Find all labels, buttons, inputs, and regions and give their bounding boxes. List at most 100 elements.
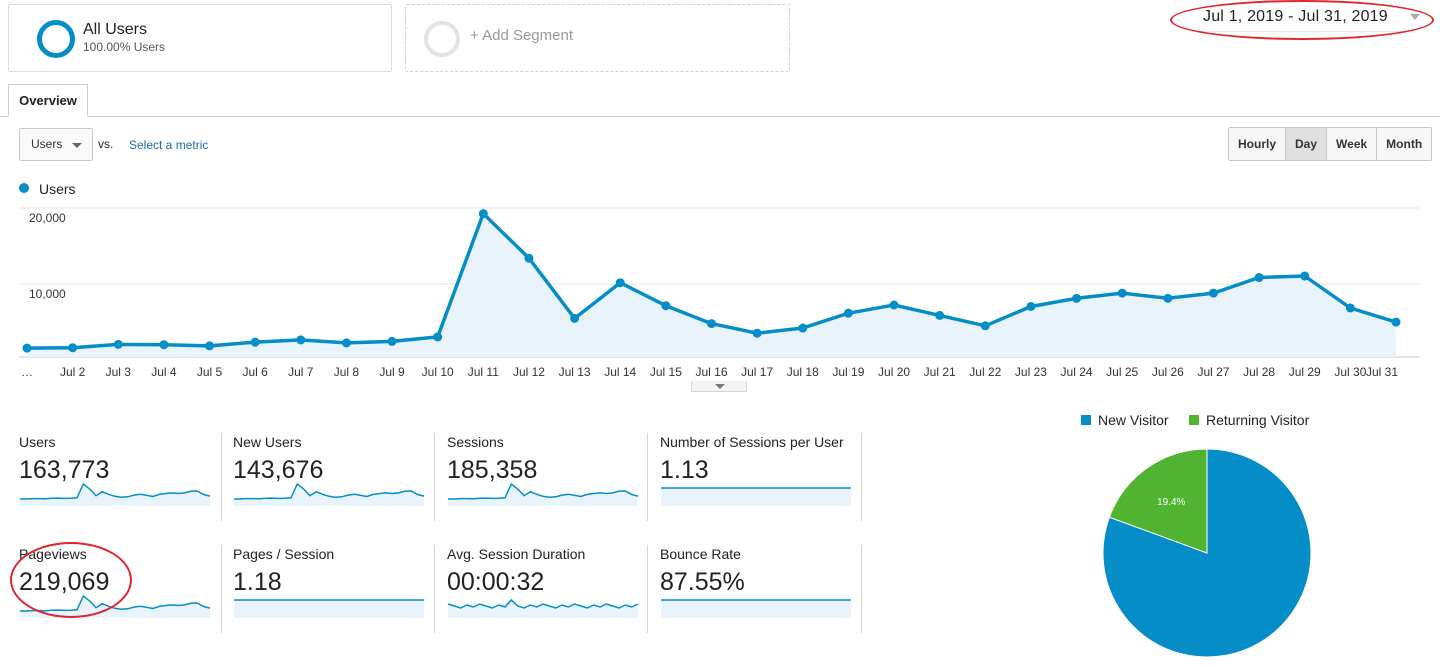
- scorecard-sparkline: [661, 487, 851, 506]
- add-segment-ring-icon: [424, 21, 460, 57]
- data-point: [935, 310, 945, 320]
- metric-dropdown-value: Users: [31, 137, 63, 151]
- scorecard-label: Bounce Rate: [660, 546, 741, 562]
- legend-label-new-visitor: New Visitor: [1098, 412, 1169, 428]
- x-tick-label: Jul 8: [334, 365, 360, 379]
- scorecard-value: 219,069: [19, 568, 110, 596]
- data-point: [707, 319, 716, 329]
- data-point: [113, 339, 123, 349]
- scorecard-sparkline: [234, 482, 425, 506]
- data-point: [1254, 273, 1264, 283]
- scorecard-pageviews[interactable]: Pageviews 219,069: [19, 546, 229, 626]
- x-tick-label: Jul 25: [1106, 365, 1138, 379]
- x-tick-label: Jul 22: [969, 365, 1001, 379]
- scorecard-number-of-sessions-per-user[interactable]: Number of Sessions per User 1.13: [660, 434, 870, 514]
- legend-label-users: Users: [39, 181, 76, 197]
- x-tick-label: Jul 15: [650, 365, 682, 379]
- x-tick-label: Jul 28: [1243, 365, 1275, 379]
- scorecard-sparkline: [234, 599, 424, 618]
- granularity-month-button[interactable]: Month: [1377, 128, 1432, 160]
- scorecard-divider: [434, 433, 435, 521]
- data-point: [1117, 288, 1127, 298]
- x-tick-label: Jul 20: [878, 365, 910, 379]
- segment-all-users[interactable]: All Users 100.00% Users: [8, 4, 392, 72]
- select-metric-link[interactable]: Select a metric: [129, 138, 209, 152]
- visitor-pie-chart: 80.6% 19.4%: [1102, 448, 1312, 658]
- add-segment-label: + Add Segment: [470, 27, 573, 44]
- collapse-arrow-icon: [715, 384, 725, 389]
- pie-slice: [1108, 448, 1208, 554]
- scorecard-sessions[interactable]: Sessions 185,358: [447, 434, 657, 514]
- scorecard-label: New Users: [233, 434, 302, 450]
- pie-slice-label: 80.6%: [1261, 640, 1289, 651]
- add-segment-button[interactable]: + Add Segment: [405, 4, 790, 72]
- data-point: [205, 341, 215, 351]
- x-tick-label: Jul 17: [741, 365, 773, 379]
- tab-overview[interactable]: Overview: [8, 84, 88, 117]
- x-tick-label: Jul 23: [1015, 365, 1047, 379]
- sparkline-line: [20, 482, 211, 500]
- sparkline-area: [661, 488, 851, 506]
- chart-collapse-handle[interactable]: [691, 381, 747, 392]
- legend-dot-icon: [19, 183, 29, 193]
- scorecard-value: 00:00:32: [447, 568, 545, 596]
- data-point: [1391, 317, 1401, 327]
- pie-slice-label: 19.4%: [1157, 497, 1185, 508]
- scorecard-users[interactable]: Users 163,773: [19, 434, 229, 514]
- scorecard-divider: [647, 433, 648, 521]
- scorecard-value: 163,773: [19, 456, 110, 484]
- x-tick-label: Jul 13: [559, 365, 591, 379]
- x-tick-label: Jul 7: [288, 365, 314, 379]
- scorecard-label: Sessions: [447, 434, 504, 450]
- data-point: [752, 328, 762, 338]
- legend-swatch-new-visitor: [1081, 415, 1091, 425]
- data-point: [478, 209, 488, 219]
- data-point: [341, 338, 351, 348]
- data-point: [250, 337, 260, 347]
- chevron-down-icon[interactable]: [1410, 14, 1420, 20]
- y-tick-label: 20,000: [29, 211, 66, 225]
- data-point: [980, 321, 990, 331]
- granularity-hourly-button[interactable]: Hourly: [1229, 128, 1287, 160]
- data-point: [524, 253, 534, 263]
- data-point: [615, 278, 625, 288]
- scorecard-new-users[interactable]: New Users 143,676: [233, 434, 443, 514]
- sparkline-line: [234, 482, 425, 500]
- granularity-day-button[interactable]: Day: [1286, 128, 1328, 160]
- x-tick-label: Jul 21: [924, 365, 956, 379]
- data-point: [889, 300, 899, 310]
- x-tick-label: Jul 14: [604, 365, 636, 379]
- scorecard-value: 1.18: [233, 568, 282, 596]
- x-tick-label: Jul 29: [1289, 365, 1321, 379]
- granularity-week-button[interactable]: Week: [1327, 128, 1378, 160]
- data-point: [22, 343, 32, 353]
- scorecard-sparkline: [20, 594, 211, 618]
- scorecard-bounce-rate[interactable]: Bounce Rate 87.55%: [660, 546, 870, 626]
- x-tick-label: Jul 31: [1366, 365, 1398, 379]
- scorecard-label: Pages / Session: [233, 546, 335, 562]
- data-point: [1208, 288, 1218, 298]
- vs-label: vs.: [98, 137, 114, 151]
- segment-ring-icon: [37, 20, 75, 58]
- legend-label-returning-visitor: Returning Visitor: [1206, 412, 1310, 428]
- date-range-picker[interactable]: Jul 1, 2019 - Jul 31, 2019: [1203, 8, 1388, 25]
- x-tick-label: Jul 6: [242, 365, 268, 379]
- metric-dropdown[interactable]: Users: [19, 128, 93, 161]
- scorecard-value: 87.55%: [660, 568, 745, 596]
- data-point: [1026, 301, 1036, 311]
- scorecard-avg-session-duration[interactable]: Avg. Session Duration 00:00:32: [447, 546, 657, 626]
- scorecard-label: Users: [19, 434, 56, 450]
- x-tick-label: Jul 26: [1152, 365, 1184, 379]
- data-point: [570, 313, 580, 323]
- sparkline-area: [234, 600, 424, 618]
- data-point: [296, 335, 306, 345]
- x-tick-label: Jul 24: [1061, 365, 1093, 379]
- sparkline-area: [20, 596, 210, 618]
- scorecard-pages-session[interactable]: Pages / Session 1.18: [233, 546, 443, 626]
- data-point: [1300, 271, 1310, 281]
- scorecard-label: Pageviews: [19, 546, 87, 562]
- scorecard-divider: [647, 545, 648, 633]
- data-point: [159, 340, 169, 350]
- date-range-underline: [1200, 31, 1404, 32]
- data-point: [68, 343, 78, 353]
